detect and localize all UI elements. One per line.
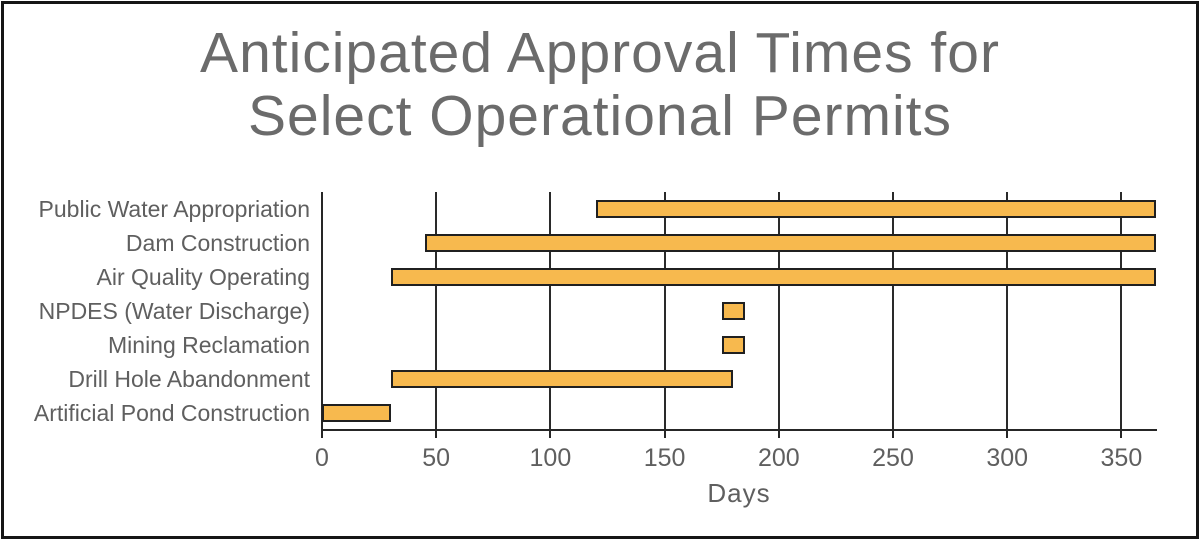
x-tick-mark: [892, 431, 894, 438]
x-tick-mark: [435, 431, 438, 438]
grid-line: [892, 192, 894, 429]
x-tick-mark: [663, 431, 666, 438]
category-label: Artificial Pond Construction: [33, 400, 310, 426]
x-axis-line: [321, 429, 1157, 431]
bar: [721, 336, 745, 354]
x-tick-label: 0: [315, 444, 329, 472]
grid-line: [1006, 192, 1009, 429]
bar: [596, 200, 1156, 218]
grid-line: [777, 192, 780, 429]
bar: [390, 268, 1156, 286]
chart-title-line2: Select Operational Permits: [248, 84, 952, 148]
bar: [721, 302, 745, 320]
x-tick-mark: [1006, 431, 1009, 438]
x-tick-label: 100: [529, 444, 572, 472]
category-label: Dam Construction: [125, 230, 310, 256]
chart-title-line1: Anticipated Approval Times for: [200, 21, 1000, 85]
x-tick-label: 350: [1100, 444, 1143, 472]
x-tick-label: 50: [422, 444, 451, 472]
x-tick-mark: [549, 431, 552, 438]
x-tick-label: 300: [986, 444, 1029, 472]
category-label: NPDES (Water Discharge): [38, 298, 310, 324]
chart-title: Anticipated Approval Times for Select Op…: [0, 22, 1200, 148]
category-label: Public Water Appropriation: [38, 196, 310, 222]
y-axis-line: [321, 192, 323, 431]
x-axis-title: Days: [707, 478, 771, 508]
bar: [424, 234, 1156, 252]
category-label: Drill Hole Abandonment: [68, 366, 310, 392]
bar: [322, 404, 391, 422]
bar: [390, 370, 734, 388]
grid-line: [549, 192, 552, 429]
category-label: Air Quality Operating: [96, 264, 310, 290]
x-tick-mark: [777, 431, 780, 438]
category-label: Mining Reclamation: [108, 332, 310, 358]
grid-line: [663, 192, 666, 429]
grid-line: [1120, 192, 1123, 429]
x-tick-mark: [1120, 431, 1123, 438]
grid-line: [435, 192, 438, 429]
x-tick-label: 250: [872, 444, 914, 472]
x-tick-label: 150: [643, 444, 686, 472]
x-tick-mark: [321, 431, 323, 438]
x-tick-label: 200: [757, 444, 800, 472]
